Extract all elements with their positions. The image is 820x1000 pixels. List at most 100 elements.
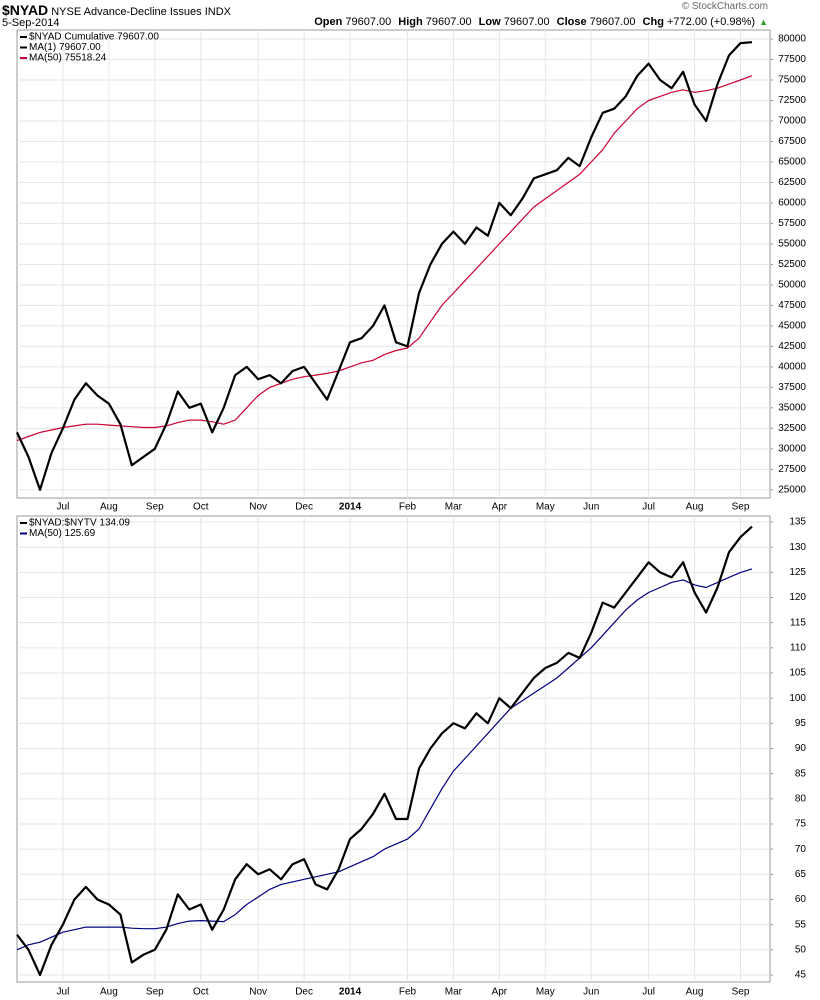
x-tick-label: Apr xyxy=(492,502,508,513)
x-tick-label: Aug xyxy=(686,987,704,998)
y-tick-label: 25000 xyxy=(778,484,806,495)
x-tick-label: Nov xyxy=(249,987,267,998)
y-tick-label: 105 xyxy=(789,668,806,679)
x-tick-label: Feb xyxy=(399,987,417,998)
x-tick-label: Jul xyxy=(57,987,70,998)
y-tick-label: 45 xyxy=(795,970,807,981)
quote-label: Open xyxy=(314,16,343,28)
quote-value: 79607.00 xyxy=(425,16,472,28)
y-tick-label: 77500 xyxy=(778,54,806,65)
quote-label: High xyxy=(398,16,423,28)
x-tick-label: Sep xyxy=(732,502,750,513)
x-tick-label: Feb xyxy=(399,502,417,513)
y-tick-label: 75 xyxy=(795,819,807,830)
x-tick-label: Sep xyxy=(732,987,750,998)
y-tick-label: 32500 xyxy=(778,423,806,434)
quote-value: 79607.00 xyxy=(589,16,636,28)
x-tick-label: Sep xyxy=(146,502,164,513)
y-tick-label: 27500 xyxy=(778,464,806,475)
x-tick-label: Nov xyxy=(249,502,267,513)
x-tick-label: Jul xyxy=(642,502,655,513)
credit: © StockCharts.com xyxy=(681,1,768,12)
y-tick-label: 95 xyxy=(795,718,807,729)
y-tick-label: 50 xyxy=(795,944,807,955)
x-tick-label: Aug xyxy=(100,987,118,998)
x-tick-label: Apr xyxy=(492,987,508,998)
symbol: $NYAD xyxy=(2,2,49,18)
y-tick-label: 62500 xyxy=(778,177,806,188)
x-tick-label: Jul xyxy=(57,502,70,513)
x-tick-label: Mar xyxy=(445,502,463,513)
series-line xyxy=(16,568,753,951)
y-tick-label: 135 xyxy=(789,517,806,528)
y-tick-label: 60000 xyxy=(778,198,806,209)
security-name: NYSE Advance-Decline Issues INDX xyxy=(51,6,231,18)
x-tick-label: Aug xyxy=(686,502,704,513)
y-tick-label: 57500 xyxy=(778,218,806,229)
y-tick-label: 35000 xyxy=(778,402,806,413)
y-tick-label: 30000 xyxy=(778,443,806,454)
y-tick-label: 70000 xyxy=(778,116,806,127)
x-tick-label: 2014 xyxy=(339,987,362,998)
series-line xyxy=(16,525,753,977)
y-tick-label: 37500 xyxy=(778,382,806,393)
y-tick-label: 90 xyxy=(795,743,807,754)
quote-label: Close xyxy=(556,16,587,28)
quote-value: +772.00 (+0.98%) xyxy=(667,16,756,28)
y-tick-label: 115 xyxy=(790,617,806,628)
y-tick-label: 80000 xyxy=(778,34,806,45)
y-tick-label: 47500 xyxy=(778,300,806,311)
y-tick-label: 80 xyxy=(795,793,807,804)
y-tick-label: 45000 xyxy=(778,321,806,332)
legend-label: MA(50) 125.69 xyxy=(29,528,96,539)
x-tick-label: 2014 xyxy=(339,502,362,513)
x-tick-label: Jul xyxy=(642,987,655,998)
y-tick-label: 55 xyxy=(795,919,807,930)
y-tick-label: 100 xyxy=(789,693,806,704)
quote-value: 79607.00 xyxy=(345,16,392,28)
title: $NYAD NYSE Advance-Decline Issues INDX xyxy=(2,2,231,18)
y-tick-label: 40000 xyxy=(778,362,806,373)
y-tick-label: 65 xyxy=(795,869,807,880)
series-line xyxy=(16,41,753,491)
x-tick-label: Oct xyxy=(193,502,209,513)
legend-label: $NYAD Cumulative 79607.00 xyxy=(29,32,159,43)
quote-label: Chg xyxy=(642,16,664,28)
y-tick-label: 50000 xyxy=(778,280,806,291)
x-tick-label: Mar xyxy=(445,987,463,998)
x-tick-label: Oct xyxy=(193,987,209,998)
y-tick-label: 60 xyxy=(795,894,807,905)
y-tick-label: 130 xyxy=(789,542,806,553)
up-icon: ▲ xyxy=(759,17,768,27)
quote-value: 79607.00 xyxy=(503,16,550,28)
x-tick-label: Dec xyxy=(295,987,313,998)
quote: Open 79607.00 High 79607.00 Low 79607.00 Cl… xyxy=(307,16,768,28)
x-tick-label: Jun xyxy=(583,987,599,998)
y-tick-label: 70 xyxy=(795,844,807,855)
y-tick-label: 125 xyxy=(789,567,806,578)
x-tick-label: May xyxy=(536,987,555,998)
y-tick-label: 65000 xyxy=(778,157,806,168)
x-tick-label: Dec xyxy=(295,502,313,513)
quote-label: Low xyxy=(478,16,501,28)
x-tick-label: Jun xyxy=(583,502,599,513)
x-tick-label: May xyxy=(536,502,555,513)
legend-label: MA(50) 75518.24 xyxy=(29,53,107,64)
legend-label: $NYAD:$NYTV 134.09 xyxy=(29,518,130,529)
x-tick-label: Aug xyxy=(100,502,118,513)
y-tick-label: 85 xyxy=(795,768,807,779)
legend-label: MA(1) 79607.00 xyxy=(29,42,101,53)
y-tick-label: 75000 xyxy=(778,75,806,86)
plot-area xyxy=(16,515,771,983)
y-tick-label: 72500 xyxy=(778,95,806,106)
y-tick-label: 55000 xyxy=(778,239,806,250)
series-line xyxy=(16,75,753,442)
y-tick-label: 120 xyxy=(789,592,806,603)
y-tick-label: 67500 xyxy=(778,136,806,147)
x-tick-label: Sep xyxy=(146,987,164,998)
date: 5-Sep-2014 xyxy=(2,17,60,29)
y-tick-label: 52500 xyxy=(778,259,806,270)
y-tick-label: 42500 xyxy=(778,341,806,352)
